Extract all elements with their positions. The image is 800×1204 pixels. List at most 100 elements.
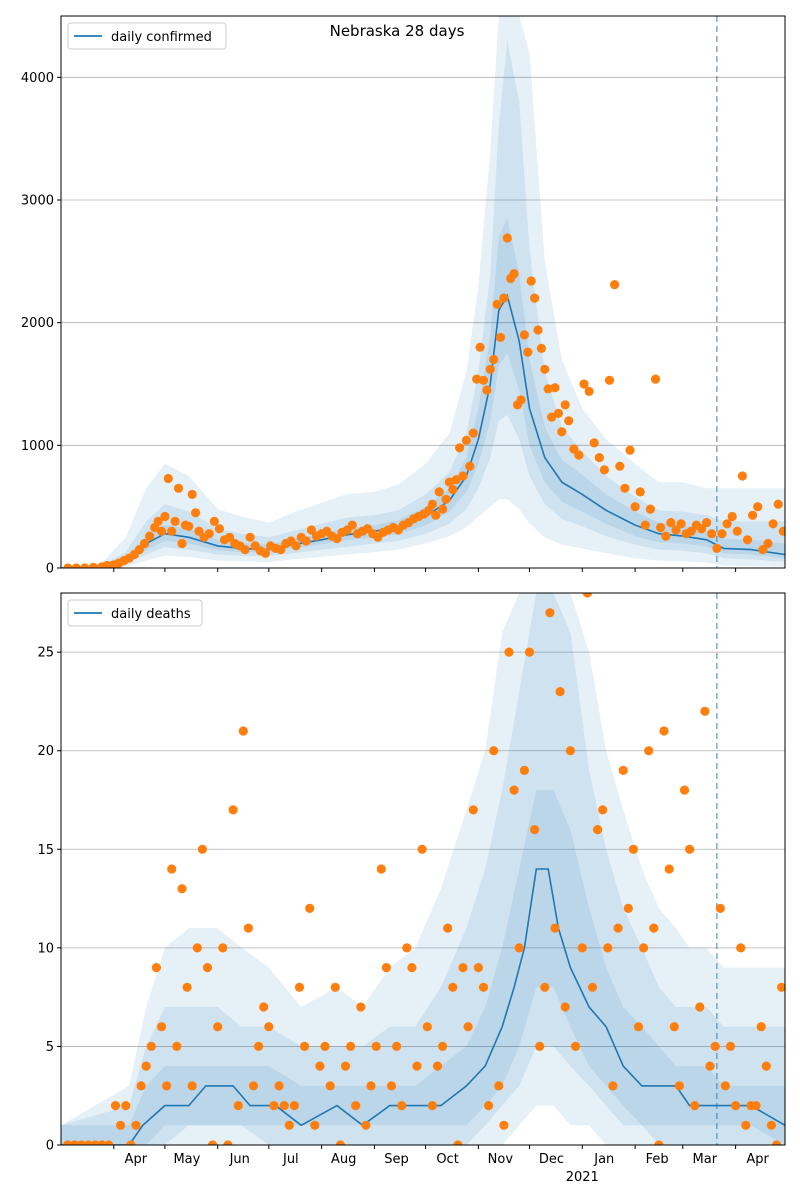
data-point-confirmed [434, 487, 444, 497]
data-point-deaths [613, 923, 623, 933]
data-point-confirmed [579, 379, 589, 389]
data-point-confirmed [727, 511, 737, 522]
data-point-deaths [458, 963, 468, 973]
legend-box-confirmed [67, 22, 227, 50]
data-point-deaths [279, 1101, 289, 1111]
data-point-confirmed [163, 473, 173, 484]
data-point-confirmed [489, 354, 499, 365]
data-point-confirmed [102, 560, 112, 568]
data-point-deaths [710, 1041, 720, 1051]
xtick-label-deaths: Apr [746, 1152, 769, 1167]
data-point-confirmed [139, 538, 150, 549]
ytick-label-deaths: 15 [37, 843, 54, 858]
data-point-confirmed [88, 562, 98, 568]
data-point-confirmed [686, 526, 696, 536]
data-point-deaths [700, 706, 710, 716]
legend-deaths: daily deaths [67, 599, 203, 627]
data-point-deaths [131, 1120, 141, 1130]
data-point-deaths [289, 1101, 299, 1111]
ytick-label-confirmed: 0 [46, 562, 54, 577]
data-point-deaths [771, 1140, 782, 1145]
data-point-deaths [695, 1002, 705, 1012]
data-point-deaths [725, 1041, 736, 1051]
data-point-deaths [736, 943, 746, 953]
data-point-confirmed [696, 524, 707, 534]
data-point-deaths [623, 903, 633, 914]
data-point-confirmed [732, 526, 742, 536]
data-point-deaths [422, 1022, 432, 1032]
data-point-confirmed [676, 519, 686, 529]
data-point-confirmed [170, 516, 180, 527]
data-point-deaths [628, 844, 639, 854]
xtick-label-deaths: Sep [384, 1152, 409, 1167]
data-point-deaths [509, 785, 519, 795]
data-point-deaths [463, 1022, 473, 1032]
data-point-confirmed [564, 416, 574, 426]
plot-area-deaths [61, 593, 785, 1145]
data-point-confirmed [671, 525, 681, 535]
data-point-deaths [484, 1101, 494, 1111]
data-point-confirmed [599, 465, 610, 475]
data-point-confirmed [455, 443, 465, 453]
data-point-deaths [259, 1002, 269, 1012]
data-point-confirmed [438, 504, 448, 514]
legend-label-deaths: daily deaths [111, 607, 191, 622]
plot-frame-deaths [60, 592, 786, 1146]
data-point-deaths [335, 1140, 345, 1145]
data-point-confirmed [245, 532, 255, 542]
band-deaths-inner [61, 790, 785, 1145]
data-point-confirmed [758, 545, 768, 555]
data-point-confirmed [656, 522, 666, 533]
data-point-deaths [294, 982, 305, 992]
data-point-deaths [104, 1140, 114, 1145]
data-point-deaths [550, 923, 560, 933]
data-point-confirmed [204, 529, 214, 539]
data-point-confirmed [702, 518, 712, 528]
data-point-confirmed [63, 563, 73, 568]
data-point-deaths [325, 1081, 335, 1091]
data-point-confirmed [650, 374, 661, 384]
data-point-deaths [238, 726, 248, 736]
data-point-deaths [427, 1101, 437, 1111]
data-point-deaths [570, 1041, 581, 1051]
data-point-confirmed [260, 548, 270, 558]
data-point-deaths [167, 864, 177, 874]
data-point-deaths [524, 647, 535, 657]
data-point-deaths [397, 1101, 407, 1111]
data-point-confirmed [191, 508, 201, 518]
data-point-deaths [603, 943, 613, 953]
data-point-deaths [664, 864, 674, 874]
data-point-confirmed [214, 524, 224, 534]
data-point-confirmed [778, 526, 785, 536]
data-point-deaths [654, 1140, 664, 1145]
data-point-confirmed [547, 412, 557, 422]
data-point-deaths [432, 1061, 443, 1071]
data-point-deaths [76, 1140, 86, 1145]
data-point-deaths [202, 963, 213, 973]
data-point-confirmed [225, 532, 235, 542]
data-point-confirmed [763, 538, 773, 549]
data-point-confirmed [461, 435, 471, 445]
data-point-confirmed [620, 483, 630, 493]
data-point-confirmed [594, 453, 604, 463]
data-point-deaths [633, 1022, 644, 1032]
data-point-confirmed [485, 364, 495, 374]
data-point-deaths [187, 1081, 197, 1091]
data-point-confirmed [475, 342, 485, 352]
data-point-deaths [371, 1041, 381, 1051]
data-point-confirmed [431, 510, 441, 520]
data-point-confirmed [569, 444, 579, 454]
data-point-deaths [310, 1120, 320, 1130]
xtick-label-deaths: Oct [436, 1152, 458, 1167]
ytick-label-confirmed: 3000 [21, 194, 54, 209]
data-point-deaths [649, 923, 659, 933]
data-point-confirmed [145, 531, 155, 541]
data-point-deaths [618, 765, 628, 776]
data-point-confirmed [482, 385, 492, 395]
legend-confirmed: daily confirmed [67, 22, 227, 50]
data-point-deaths [70, 1140, 80, 1145]
data-point-confirmed [604, 375, 615, 385]
data-point-confirmed [448, 484, 458, 495]
ytick-label-deaths: 20 [37, 744, 54, 759]
